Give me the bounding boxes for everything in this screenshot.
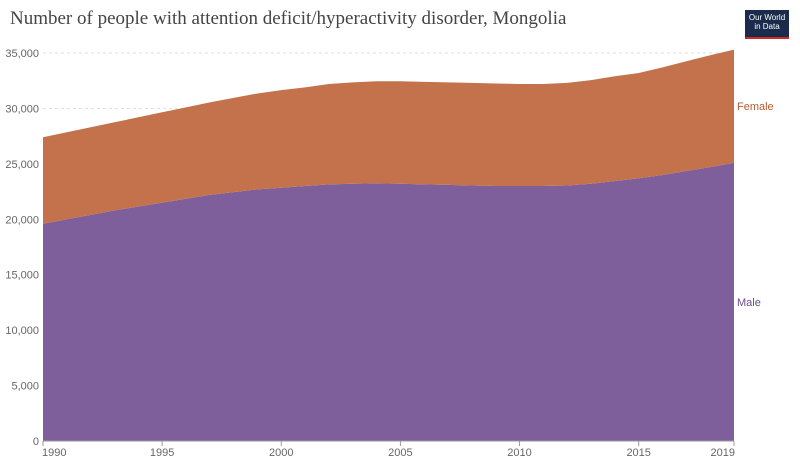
y-tick-label: 35,000 bbox=[5, 48, 39, 60]
series-label-male: Male bbox=[737, 297, 761, 309]
owid-logo[interactable]: Our World in Data bbox=[745, 10, 789, 39]
y-tick-label: 0 bbox=[33, 436, 39, 448]
y-tick-label: 5,000 bbox=[11, 381, 39, 393]
x-tick-label: 2000 bbox=[269, 447, 293, 459]
y-tick-label: 25,000 bbox=[5, 159, 39, 171]
logo-line-1: Our World bbox=[748, 13, 786, 22]
logo-line-2: in Data bbox=[754, 22, 780, 31]
x-axis: 1990 1995 2000 2005 2010 2015 2019 bbox=[42, 440, 735, 459]
x-tick-label: 1990 bbox=[42, 447, 66, 459]
area-female bbox=[43, 49, 734, 224]
area-male bbox=[43, 162, 734, 441]
y-tick-label: 10,000 bbox=[5, 325, 39, 337]
y-axis-ticks: 0 5,000 10,000 15,000 20,000 25,000 30,000 35,0… bbox=[5, 48, 39, 448]
y-tick-label: 20,000 bbox=[5, 214, 39, 226]
x-tick-label: 2019 bbox=[711, 447, 735, 459]
x-tick-label: 2015 bbox=[626, 447, 650, 459]
series-label-female: Female bbox=[737, 101, 774, 113]
x-tick-label: 2005 bbox=[388, 447, 412, 459]
area-series bbox=[43, 49, 734, 441]
y-tick-label: 15,000 bbox=[5, 270, 39, 282]
x-tick-label: 2010 bbox=[507, 447, 531, 459]
y-tick-label: 30,000 bbox=[5, 103, 39, 115]
series-labels: Male Female bbox=[737, 101, 774, 309]
chart-title: Number of people with attention deficit/… bbox=[10, 8, 567, 29]
x-tick-label: 1995 bbox=[150, 447, 174, 459]
